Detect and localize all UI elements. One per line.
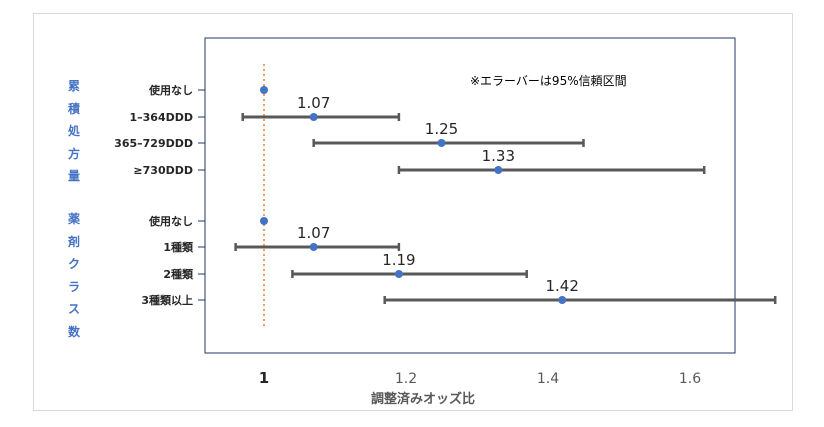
- chart-frame: [33, 13, 793, 411]
- row-label: 365–729DDD: [114, 137, 193, 150]
- group-label-char: 処: [67, 124, 80, 138]
- odds-ratio-point: [437, 139, 446, 147]
- value-label: 1.33: [482, 147, 515, 165]
- row-label: 3種類以上: [141, 293, 193, 307]
- x-axis-label: 調整済みオッズ比: [371, 391, 475, 407]
- x-tick-label: 1: [259, 369, 269, 387]
- group-label-char: 積: [67, 101, 80, 116]
- odds-ratio-point: [260, 217, 268, 225]
- group-label-char: 累: [67, 79, 80, 93]
- value-label: 1.19: [382, 251, 415, 269]
- value-label: 1.25: [425, 120, 458, 138]
- row-label: 1種類: [163, 240, 194, 254]
- row-label: ≥730DDD: [133, 164, 193, 177]
- odds-ratio-point: [394, 270, 403, 278]
- group-label-char: 剤: [67, 234, 80, 249]
- odds-ratio-point: [309, 113, 318, 121]
- row-label: 使用なし: [148, 214, 193, 228]
- group-label-drug-class-count: 薬剤クラス数: [64, 208, 84, 343]
- odds-ratio-point: [309, 243, 318, 251]
- group-label-char: 数: [67, 324, 80, 339]
- ci-note: ※エラーバーは95%信頼区間: [470, 74, 627, 88]
- row-label: 使用なし: [148, 83, 193, 97]
- x-tick-label: 1.6: [679, 371, 701, 387]
- x-tick-label: 1.4: [537, 371, 559, 387]
- odds-ratio-point: [558, 296, 567, 304]
- value-label: 1.07: [297, 224, 330, 242]
- row-label: 2種類: [163, 267, 194, 281]
- group-label-char: ラ: [67, 279, 80, 294]
- odds-ratio-point: [494, 166, 503, 174]
- plot-area: [204, 37, 736, 354]
- group-label-cumulative-dose: 累積処方量: [64, 75, 84, 188]
- value-label: 1.07: [297, 94, 330, 112]
- x-tick-label: 1.2: [395, 371, 417, 387]
- group-label-char: ス: [67, 302, 80, 316]
- group-label-char: ク: [67, 257, 80, 271]
- value-label: 1.42: [545, 277, 578, 295]
- group-label-char: 方: [67, 146, 80, 161]
- group-label-char: 量: [67, 169, 80, 183]
- group-label-char: 薬: [67, 212, 80, 226]
- odds-ratio-point: [260, 86, 268, 94]
- row-label: 1–364DDD: [129, 111, 193, 124]
